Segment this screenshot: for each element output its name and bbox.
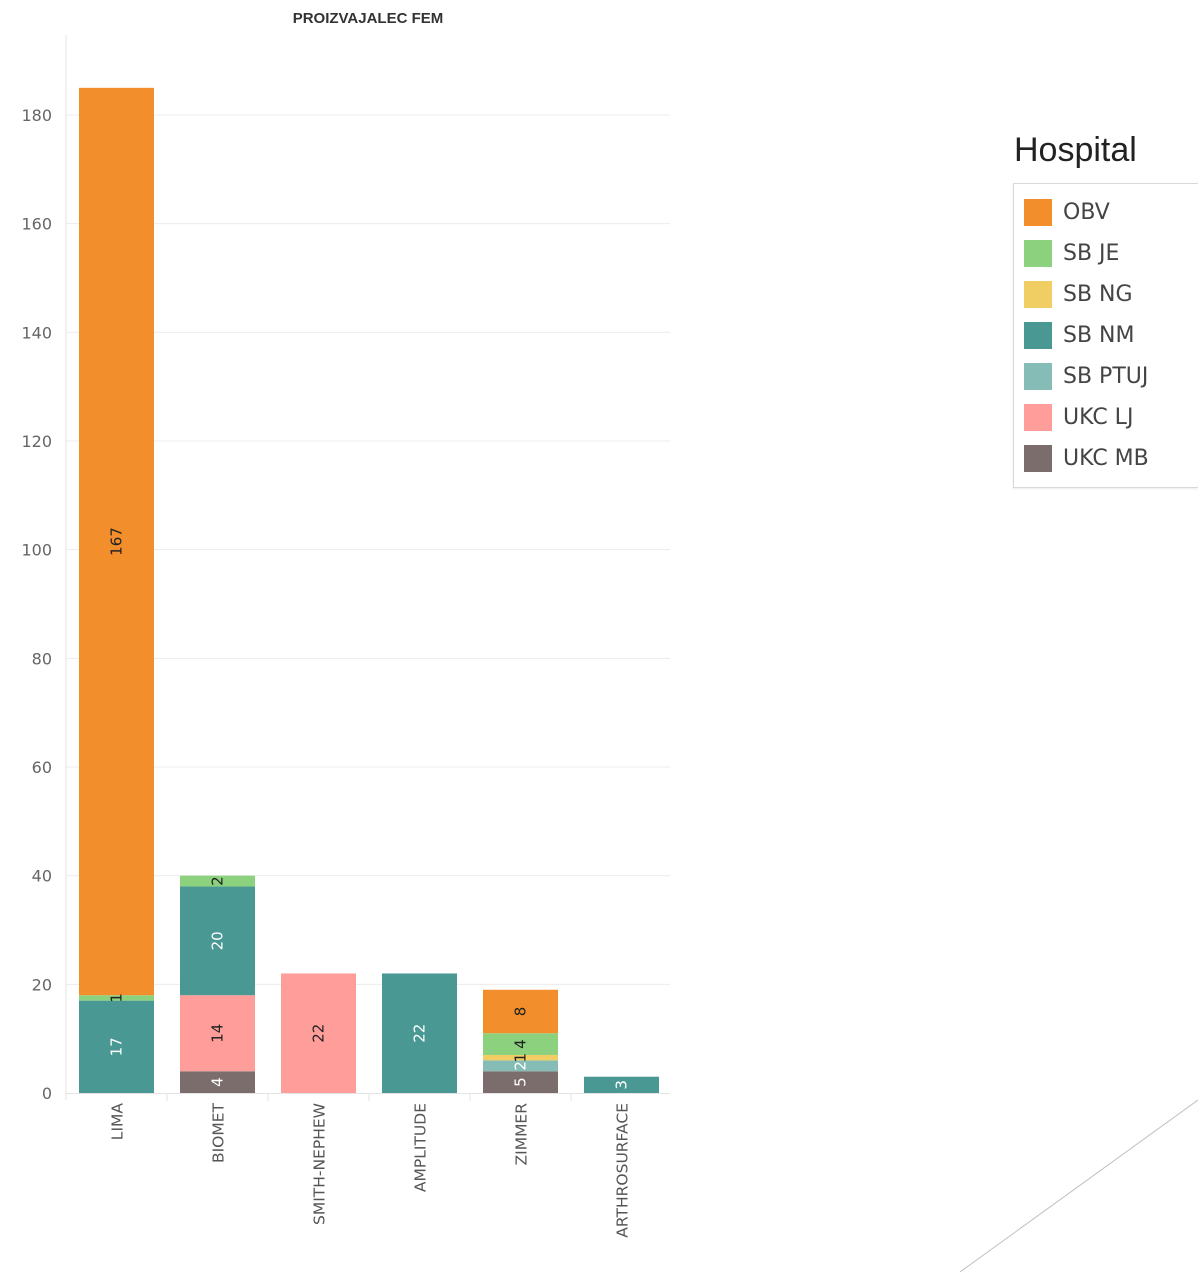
legend-label: UKC LJ xyxy=(1063,404,1134,430)
bar-segment xyxy=(180,875,255,887)
segment-label: 167 xyxy=(108,527,126,556)
segment-label: 14 xyxy=(209,1024,227,1043)
segment-label: 2 xyxy=(209,876,227,886)
x-tick-label: AMPLITUDE xyxy=(412,1103,430,1192)
legend-item[interactable]: SB NM xyxy=(1024,320,1135,350)
x-tick-label: LIMA xyxy=(109,1103,127,1141)
bar-segment xyxy=(180,995,255,1072)
segment-label: 17 xyxy=(108,1037,126,1056)
bar-segment xyxy=(483,1054,558,1061)
bar-segment xyxy=(483,1033,558,1055)
legend-label: UKC MB xyxy=(1063,445,1149,471)
bar-segment xyxy=(584,1076,659,1093)
x-axis-ticks: LIMA BIOMET SMITH-NEPHEW AMPLITUDE ZIMMER ART… xyxy=(109,1093,632,1238)
legend-label: SB PTUJ xyxy=(1063,363,1149,389)
bars xyxy=(79,87,659,1093)
legend-label: SB NG xyxy=(1063,281,1133,307)
segment-label: 22 xyxy=(310,1024,328,1043)
legend-swatch xyxy=(1024,444,1052,472)
y-tick-label: 180 xyxy=(21,106,52,125)
segment-label: 2 xyxy=(512,1061,530,1071)
segment-label: 1 xyxy=(512,1053,530,1063)
bar-segment xyxy=(79,87,154,996)
legend-item[interactable]: UKC MB xyxy=(1024,443,1149,473)
x-tick-label: ARTHROSURFACE xyxy=(614,1103,632,1238)
legend-swatch xyxy=(1024,362,1052,390)
legend: OBV SB JE SB NG SB NM SB PTUJ UKC LJ UKC MB xyxy=(1013,183,1198,488)
legend-item[interactable]: OBV xyxy=(1024,197,1110,227)
x-tick-label: BIOMET xyxy=(210,1102,228,1163)
segment-label: 1 xyxy=(108,993,126,1003)
legend-swatch xyxy=(1024,280,1052,308)
chart-title: PROIZVAJALEC FEM xyxy=(293,10,444,27)
segment-label: 8 xyxy=(512,1007,530,1017)
legend-item[interactable]: SB PTUJ xyxy=(1024,361,1148,391)
legend-swatch xyxy=(1024,198,1052,226)
decorative-diagonal-line xyxy=(959,1099,1198,1272)
legend-item[interactable]: SB JE xyxy=(1024,238,1119,268)
bar-segment xyxy=(180,1071,255,1093)
y-tick-label: 140 xyxy=(21,323,52,342)
segment-label: 22 xyxy=(411,1024,429,1043)
segment-label: 20 xyxy=(209,931,227,950)
y-tick-label: 160 xyxy=(21,215,52,234)
legend-item[interactable]: SB NG xyxy=(1024,279,1133,309)
legend-swatch xyxy=(1024,403,1052,431)
x-tick-label: SMITH-NEPHEW xyxy=(311,1103,329,1225)
segment-label: 4 xyxy=(209,1077,227,1087)
y-axis-ticks: 0 20 40 60 80 100 120 140 160 180 xyxy=(21,106,52,1103)
y-tick-label: 0 xyxy=(42,1084,52,1103)
y-tick-label: 20 xyxy=(32,975,52,994)
legend-swatch xyxy=(1024,321,1052,349)
bar-segment xyxy=(483,1071,558,1093)
y-tick-label: 40 xyxy=(32,867,52,886)
y-tick-label: 120 xyxy=(21,432,52,451)
legend-label: SB NM xyxy=(1063,322,1135,348)
bar-segment xyxy=(483,989,558,1034)
segment-label: 3 xyxy=(613,1080,631,1090)
bar-segment xyxy=(79,995,154,1001)
legend-title: Hospital xyxy=(1014,131,1137,169)
x-tick-label: ZIMMER xyxy=(513,1103,531,1166)
bar-segment xyxy=(483,1060,558,1072)
y-tick-label: 80 xyxy=(32,649,52,668)
legend-item[interactable]: UKC LJ xyxy=(1024,402,1133,432)
y-tick-label: 100 xyxy=(21,541,52,560)
segment-label: 4 xyxy=(512,1039,530,1049)
legend-swatch xyxy=(1024,239,1052,267)
legend-label: SB JE xyxy=(1063,240,1120,266)
y-tick-label: 60 xyxy=(32,758,52,777)
gridlines xyxy=(66,114,670,1094)
bar-segment xyxy=(281,973,356,1093)
segment-label: 5 xyxy=(512,1077,530,1087)
legend-label: OBV xyxy=(1063,199,1110,225)
bar-segment xyxy=(79,1000,154,1093)
bar-segment xyxy=(382,973,457,1093)
bar-segment xyxy=(180,886,255,996)
